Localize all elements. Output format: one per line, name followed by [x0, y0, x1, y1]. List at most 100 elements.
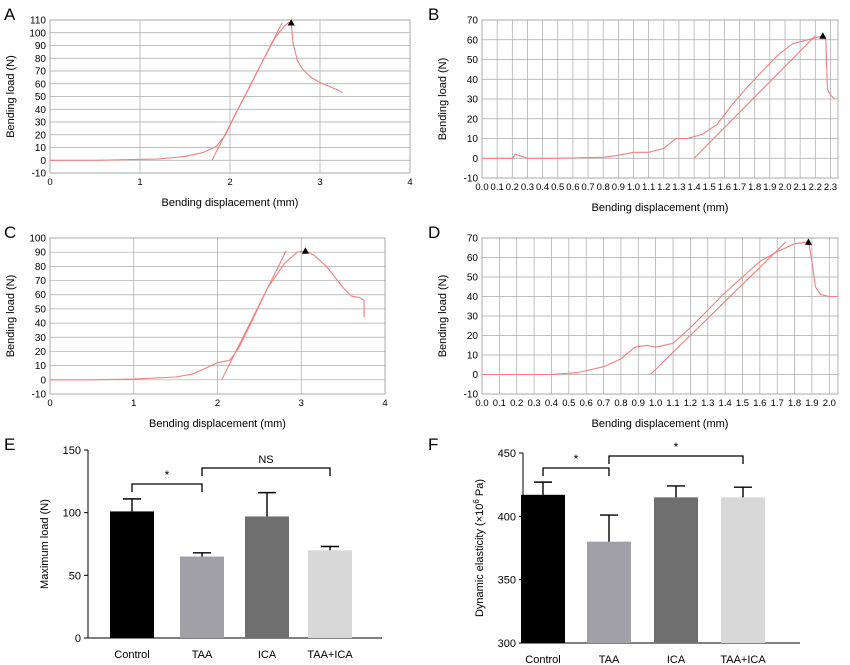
panel-b-peak-marker: [819, 32, 827, 39]
panel-d-xtick-label: 0.6: [580, 398, 593, 409]
panel-b-xtick-label: 1.1: [642, 182, 655, 193]
panel-a-ytick-label: 80: [35, 54, 47, 65]
panel-d-ytick-label: 70: [467, 234, 479, 245]
panel-d-xtick-label: 0.5: [562, 398, 575, 409]
panel-c-ytick-label: 0: [40, 375, 46, 386]
panel-e-significance-label: NS: [258, 454, 273, 466]
panel-a-letter: A: [4, 5, 16, 24]
panel-b-xtick-label: 0.6: [566, 182, 579, 193]
panel-d-xtick-label: 2.0: [823, 398, 836, 409]
panel-d-ytick-label: 50: [467, 273, 479, 284]
panel-d-xtick-label: 0.9: [632, 398, 645, 409]
panel-f-significance-label: *: [574, 452, 579, 466]
panel-c-xtick-label: 0: [47, 398, 52, 409]
panel-f-y-axis-label: Dynamic elasticity (×106 Pa): [472, 479, 486, 617]
panel-a-peak-marker: [287, 19, 295, 26]
panel-e-category-label: Control: [114, 649, 149, 661]
panel-c-frame: [49, 237, 386, 395]
panel-b-xtick-label: 1.5: [703, 182, 716, 193]
panel-b-frame: [481, 19, 839, 179]
panel-b-xtick-label: 1.4: [687, 182, 700, 193]
panel-c-letter: C: [4, 223, 16, 242]
panel-d-frame: [481, 237, 839, 395]
panel-a-ytick-label: 40: [35, 105, 47, 116]
panel-c-xtick-label: 3: [299, 398, 304, 409]
panel-a-ytick-label: 90: [35, 41, 47, 52]
panel-e-bar-taa: [180, 556, 224, 638]
panel-a-ytick-label: 70: [35, 67, 47, 78]
panel-b-xtick-label: 0.4: [536, 182, 549, 193]
panel-a-xtick-label: 2: [227, 177, 232, 188]
panel-b-xtick-label: 2.1: [794, 182, 807, 193]
panel-c-ytick-label: 90: [35, 248, 47, 259]
panel-c-xtick-label: 2: [215, 398, 220, 409]
panel-d-xtick-label: 0.0: [475, 398, 488, 409]
panel-e-ytick-label: 0: [75, 633, 81, 645]
panel-d-ytick-label: 40: [467, 292, 479, 303]
panel-e-significance-bracket: [131, 483, 203, 492]
panel-a-xtick-label: 3: [317, 177, 322, 188]
panel-e-bar-control: [110, 511, 154, 638]
panel-d-xtick-label: 0.1: [493, 398, 506, 409]
panel-f-significance-bracket: [542, 467, 610, 476]
panel-d-series-1-line: [482, 241, 838, 376]
y-axis-label-main: Dynamic elasticity (×10: [474, 504, 486, 617]
panel-b-ytick-label: 50: [467, 55, 479, 66]
panel-d-ytick-label: 10: [467, 351, 479, 362]
panel-f-bar-ica: [654, 497, 698, 643]
panel-d-ytick-label: 30: [467, 312, 479, 323]
panel-d-ytick-label: -10: [464, 390, 479, 401]
panel-b-xtick-label: 2.0: [778, 182, 791, 193]
panel-c-ytick-label: 30: [35, 333, 47, 344]
panel-d-series-2-line: [650, 241, 787, 375]
panel-b-series-1-line: [482, 35, 836, 159]
panel-a-ytick-label: 20: [35, 130, 47, 141]
panel-d-xtick-label: 1.9: [805, 398, 818, 409]
panel-d-xtick-label: 0.3: [527, 398, 540, 409]
panel-e-category-label: TAA+ICA: [307, 649, 353, 661]
panel-a-ytick-label: -10: [32, 169, 47, 180]
panel-b-ytick-label: 70: [467, 16, 479, 27]
panel-d-xtick-label: 1.8: [788, 398, 801, 409]
panel-d-xtick-label: 1.6: [753, 398, 766, 409]
panel-d-xtick-label: 1.0: [649, 398, 662, 409]
panel-c-ytick-label: 80: [35, 262, 47, 273]
panel-b-xtick-label: 1.8: [748, 182, 761, 193]
panel-b-xtick-label: 0.3: [521, 182, 534, 193]
panel-b-xtick-label: 1.6: [718, 182, 731, 193]
panel-a-series-1-line: [50, 22, 343, 161]
panel-f-category-label: TAA+ICA: [720, 654, 766, 665]
panel-d-ytick-label: 60: [467, 253, 479, 264]
panel-e-y-axis-label: Maximum load (N): [39, 499, 51, 589]
panel-b-ytick-label: 0: [472, 154, 478, 165]
panel-d-xtick-label: 1.7: [771, 398, 784, 409]
panel-b-xtick-label: 0.9: [612, 182, 625, 193]
panel-b-xtick-label: 1.0: [627, 182, 640, 193]
panel-b-letter: B: [428, 5, 439, 24]
panel-d-peak-marker: [804, 238, 812, 245]
panel-e-bar-ica: [245, 516, 289, 638]
panel-e-ytick-label: 100: [63, 508, 81, 520]
panel-c-ytick-label: 60: [35, 290, 47, 301]
panel-c-xtick-label: 1: [131, 398, 136, 409]
panel-b-xtick-label: 2.3: [824, 182, 837, 193]
panel-f-category-label: Control: [525, 654, 560, 665]
panel-c-ytick-label: 70: [35, 276, 47, 287]
panel-b-ytick-label: 20: [467, 114, 479, 125]
panel-c-ytick-label: 10: [35, 361, 47, 372]
panel-d-xtick-label: 1.2: [684, 398, 697, 409]
panel-e-bar-taa-ica: [308, 550, 352, 638]
panel-e-letter: E: [4, 435, 15, 454]
panel-e-significance-bracket: [201, 467, 331, 476]
panel-d-letter: D: [428, 223, 440, 242]
panel-b-xtick-label: 2.2: [809, 182, 822, 193]
panel-e-category-label: TAA: [192, 649, 213, 661]
panel-b-series-2-line: [693, 35, 816, 159]
panel-a-ytick-label: 50: [35, 92, 47, 103]
panel-a-ytick-label: 60: [35, 79, 47, 90]
panel-c-peak-marker: [301, 247, 309, 254]
panel-a-ytick-label: 100: [29, 28, 46, 39]
panel-a-ytick-label: 0: [40, 156, 46, 167]
panel-c-y-axis-label: Bending load (N): [5, 275, 17, 358]
